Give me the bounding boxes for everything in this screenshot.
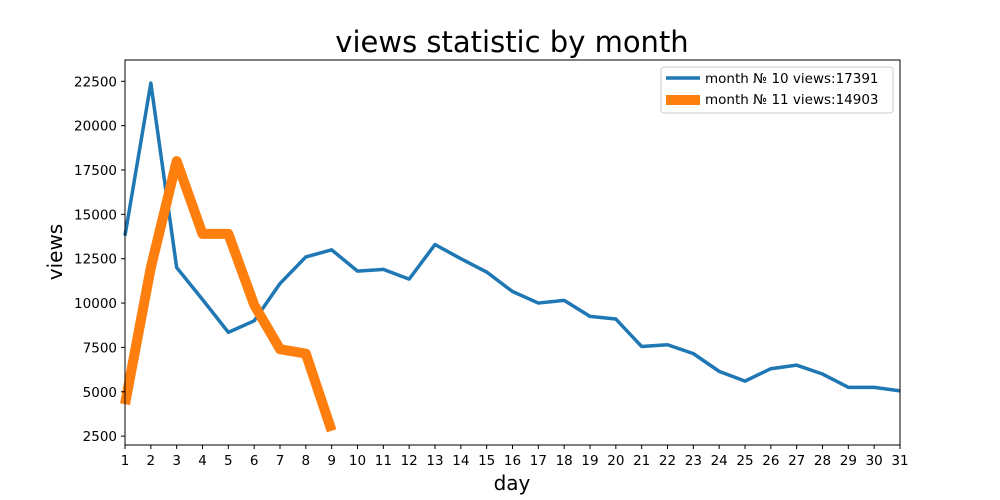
series-line-month-10 — [123, 81, 901, 393]
x-tick-label: 15 — [478, 453, 495, 469]
x-tick-label: 31 — [891, 453, 908, 469]
x-tick-label: 23 — [685, 453, 702, 469]
x-tick-label: 26 — [762, 453, 779, 469]
x-tick-label: 19 — [581, 453, 598, 469]
x-tick-label: 13 — [426, 453, 443, 469]
x-tick-label: 4 — [198, 453, 207, 469]
y-tick-label: 10000 — [74, 296, 117, 312]
x-tick-label: 17 — [530, 453, 547, 469]
y-tick-label: 17500 — [74, 163, 117, 179]
x-tick-label: 8 — [302, 453, 311, 469]
x-tick-label: 12 — [401, 453, 418, 469]
x-tick-label: 16 — [504, 453, 521, 469]
x-axis-ticks: 1 2 3 4 5 6 7 8 9 10 11 12 13 14 15 16 17 18 19 20 21 22 23 24 2… — [121, 445, 909, 469]
legend: month № 10 views:17391 month № 11 views:… — [660, 66, 894, 114]
y-tick-label: 22500 — [74, 74, 117, 90]
x-tick-label: 20 — [607, 453, 624, 469]
x-tick-label: 9 — [327, 453, 336, 469]
x-tick-label: 6 — [250, 453, 259, 469]
x-axis-label: day — [494, 471, 531, 495]
x-tick-label: 28 — [814, 453, 831, 469]
chart-title: views statistic by month — [335, 25, 688, 59]
x-tick-label: 30 — [866, 453, 883, 469]
legend-box — [660, 66, 894, 114]
x-tick-label: 7 — [276, 453, 285, 469]
y-tick-label: 20000 — [74, 119, 117, 135]
x-tick-label: 24 — [711, 453, 728, 469]
legend-label-month-10: month № 10 views:17391 — [705, 71, 879, 87]
legend-label-month-11: month № 11 views:14903 — [705, 92, 879, 108]
series-line-month-11 — [120, 156, 337, 433]
y-axis-label: views — [43, 224, 67, 280]
x-tick-label: 2 — [147, 453, 156, 469]
x-tick-label: 11 — [375, 453, 392, 469]
x-tick-label: 10 — [349, 453, 366, 469]
y-tick-label: 12500 — [74, 252, 117, 268]
x-tick-label: 22 — [659, 453, 676, 469]
x-tick-label: 27 — [788, 453, 805, 469]
x-tick-label: 21 — [633, 453, 650, 469]
y-tick-label: 15000 — [74, 207, 117, 223]
y-tick-label: 7500 — [83, 340, 117, 356]
y-tick-label: 2500 — [83, 429, 117, 445]
x-tick-label: 14 — [452, 453, 469, 469]
y-axis-ticks: 2500 5000 7500 10000 12500 15000 17500 20000 225… — [74, 74, 125, 445]
x-tick-label: 3 — [172, 453, 181, 469]
x-tick-label: 25 — [736, 453, 753, 469]
x-tick-label: 1 — [121, 453, 130, 469]
x-tick-label: 18 — [556, 453, 573, 469]
x-tick-label: 5 — [224, 453, 233, 469]
series-layer — [120, 81, 901, 433]
x-tick-label: 29 — [840, 453, 857, 469]
y-tick-label: 5000 — [83, 385, 117, 401]
